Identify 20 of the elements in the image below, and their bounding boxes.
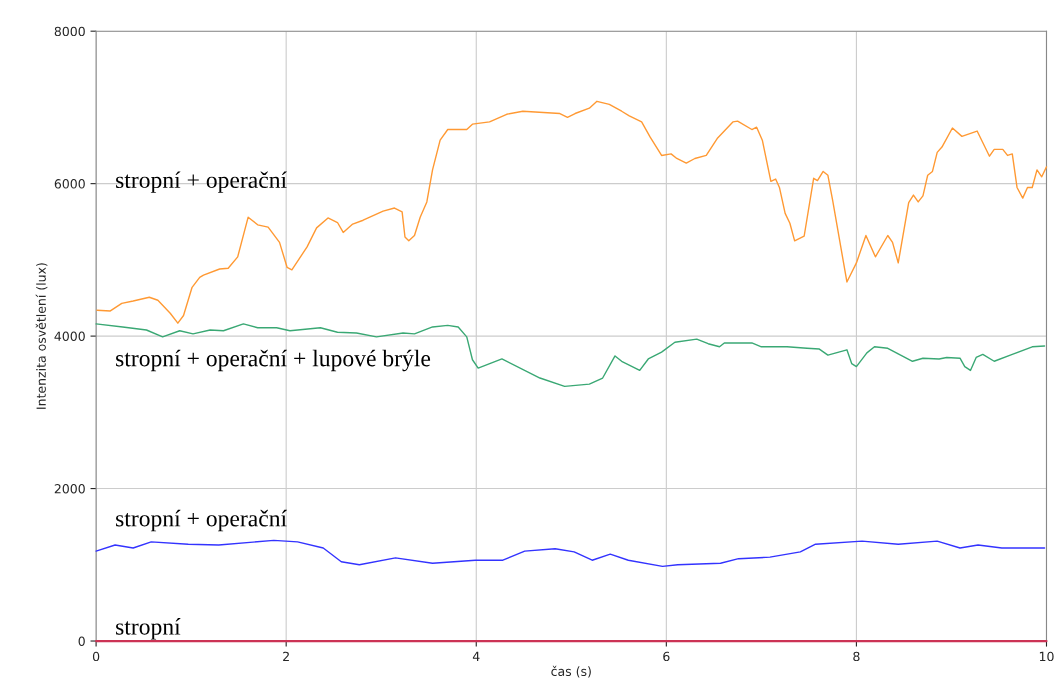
series-label: stropní + operační + lupové brýle <box>116 349 431 372</box>
y-tick-label: 2000 <box>54 484 85 494</box>
x-tick-label: 4 <box>472 651 480 661</box>
series-label: stropní + operační <box>116 171 287 193</box>
y-tick-label: 8000 <box>54 26 85 37</box>
line-series <box>95 539 1046 568</box>
y-tick-label: 4000 <box>54 331 85 342</box>
x-axis-title: čas (s) <box>551 665 591 678</box>
series-label: stropní <box>116 618 181 640</box>
x-tick-label: 2 <box>283 651 289 661</box>
x-tick-label: 8 <box>853 651 860 662</box>
y-axis-title: Intenzita osvětlení (lux) <box>35 263 48 409</box>
y-tick-label: 0 <box>78 636 85 646</box>
x-tick-label: 10 <box>1039 651 1054 662</box>
x-tick-label: 0 <box>92 651 100 662</box>
line-series <box>96 100 1048 324</box>
y-tick-label: 6000 <box>54 179 85 189</box>
line-series <box>95 323 1046 388</box>
x-tick-label: 6 <box>663 651 670 662</box>
series-label: stropní + operační <box>116 509 287 532</box>
